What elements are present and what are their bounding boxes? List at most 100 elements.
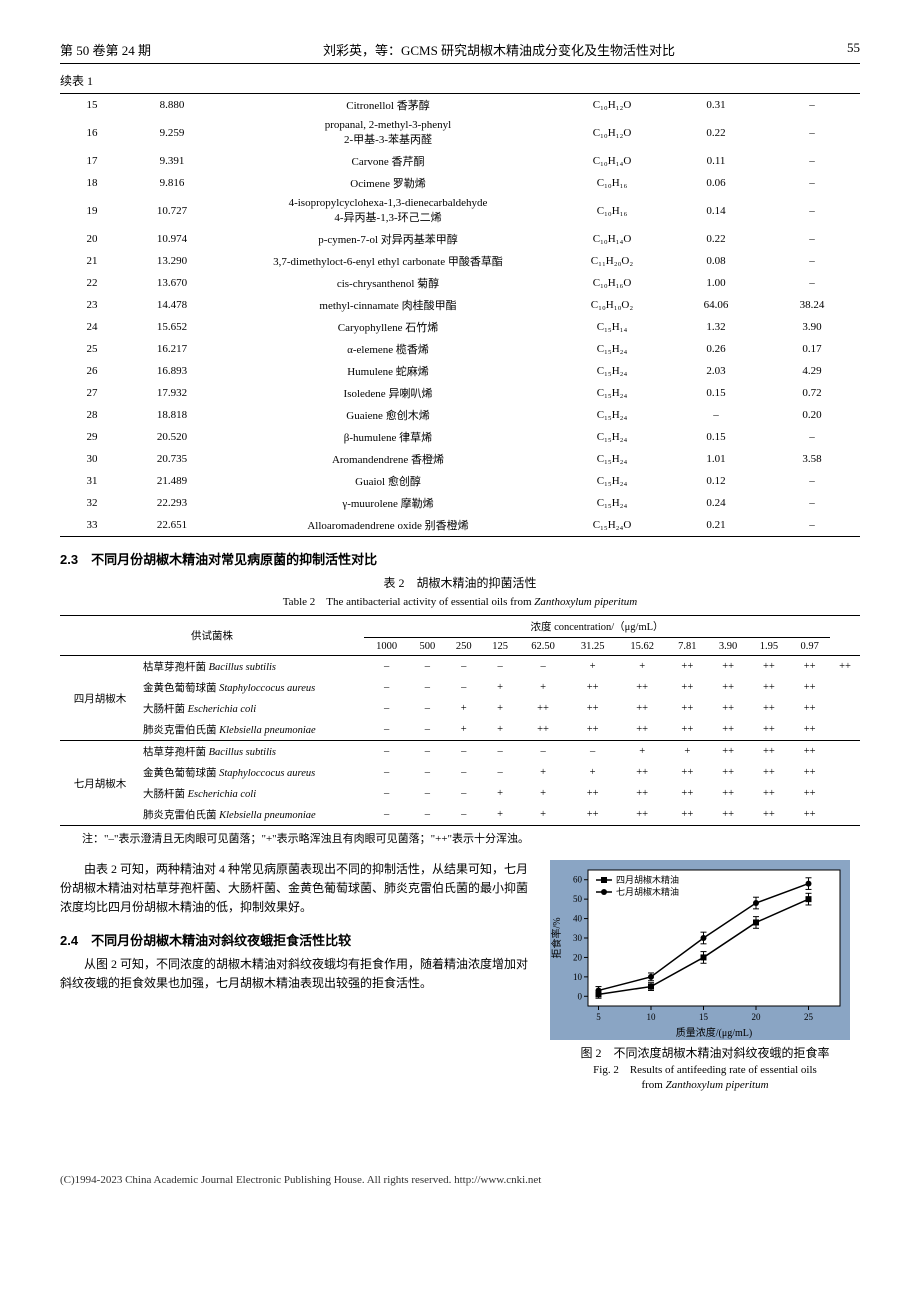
table-cell: 18	[60, 172, 124, 194]
table-cell: ++	[617, 719, 667, 741]
table-cell: 0.22	[668, 228, 764, 250]
table-row: 肺炎克雷伯氏菌 Klebsiella pneumoniae–––++++++++…	[60, 804, 860, 826]
table-cell: ++	[617, 762, 667, 783]
table-strain-cell: 枯草芽孢杆菌 Bacillus subtilis	[140, 741, 364, 763]
table-strain-cell: 枯草芽孢杆菌 Bacillus subtilis	[140, 656, 364, 678]
table-cell: 0.17	[764, 338, 860, 360]
table-cell: 0.26	[668, 338, 764, 360]
table-cell: 9.391	[124, 150, 220, 172]
table-cell: +	[518, 677, 568, 698]
table-cell: ++	[708, 677, 749, 698]
table-cell: –	[446, 741, 482, 763]
para-fig2-discussion: 从图 2 可知，不同浓度的胡椒木精油对斜纹夜蛾均有拒食作用，随着精油浓度增加对斜…	[60, 955, 530, 993]
table-cell: –	[364, 741, 409, 763]
table-cell: –	[764, 492, 860, 514]
table-cell: 3.90	[764, 316, 860, 338]
table-row: 四月胡椒木枯草芽孢杆菌 Bacillus subtilis–––––++++++…	[60, 656, 860, 678]
table-cell: –	[364, 783, 409, 804]
table-cell: 13.670	[124, 272, 220, 294]
table-cell: –	[764, 228, 860, 250]
svg-text:拒食率/%: 拒食率/%	[550, 917, 563, 958]
table-cell: ++	[749, 741, 790, 763]
para-table2-discussion: 由表 2 可知，两种精油对 4 种常见病原菌表现出不同的抑制活性，从结果可知，七…	[60, 860, 530, 918]
svg-text:5: 5	[596, 1012, 601, 1022]
svg-text:15: 15	[699, 1012, 709, 1022]
table-cell: –	[364, 719, 409, 741]
table-cell: 23	[60, 294, 124, 316]
table-row: 2818.818Guaiene 愈创木烯C₁₅H₂₄–0.20	[60, 404, 860, 426]
table-row: 1910.7274-isopropylcyclohexa-1,3-dieneca…	[60, 194, 860, 228]
table-group-cell: 七月胡椒木	[60, 741, 140, 826]
table-cell: –	[364, 762, 409, 783]
t2-head-strain: 供试菌株	[60, 616, 364, 656]
table-cell: –	[409, 741, 445, 763]
section-2-3-title: 2.3 不同月份胡椒木精油对常见病原菌的抑制活性对比	[60, 549, 860, 568]
table-cell: –	[764, 514, 860, 537]
table-cell: 16.217	[124, 338, 220, 360]
fig-2-caption-cn: 图 2 不同浓度胡椒木精油对斜纹夜蛾的拒食率	[550, 1044, 860, 1061]
table-cell: Citronellol 香茅醇	[220, 94, 556, 117]
table-cell: 0.08	[668, 250, 764, 272]
table-cell: 0.24	[668, 492, 764, 514]
table-cell: –	[409, 804, 445, 826]
table-cell: +	[518, 783, 568, 804]
table-cell: +	[568, 656, 618, 678]
table-cell: C₁₅H₂₄	[556, 382, 668, 404]
table-cell: ++	[667, 656, 708, 678]
table-cell: ++	[749, 719, 790, 741]
svg-text:10: 10	[647, 1012, 657, 1022]
svg-text:质量浓度/(μg/mL): 质量浓度/(μg/mL)	[676, 1026, 752, 1039]
table-cell: –	[482, 741, 518, 763]
table-row: 2920.520β-humulene 律草烯C₁₅H₂₄0.15–	[60, 426, 860, 448]
table-header-cell: 3.90	[708, 638, 749, 656]
svg-text:40: 40	[573, 914, 583, 924]
header-page: 55	[847, 40, 860, 59]
table-cell: 8.880	[124, 94, 220, 117]
table-cell: Isoledene 异喇叭烯	[220, 382, 556, 404]
table-cell: –	[446, 677, 482, 698]
table-cell: –	[764, 272, 860, 294]
table-cell: –	[446, 783, 482, 804]
table-cell: ++	[789, 677, 830, 698]
table-cell: C₁₀H₁₄O	[556, 228, 668, 250]
table-cell: C₁₁H₂₀O₂	[556, 250, 668, 272]
fig-2-caption-en: Fig. 2 Results of antifeeding rate of es…	[550, 1063, 860, 1094]
table-cell: ++	[789, 783, 830, 804]
table-cell: C₁₀H₁₂O	[556, 116, 668, 150]
table-cell: 0.14	[668, 194, 764, 228]
table-cell: 17	[60, 150, 124, 172]
table-cell: 64.06	[668, 294, 764, 316]
table-cell: C₁₅H₂₄	[556, 448, 668, 470]
table-cell: ++	[708, 804, 749, 826]
table-cell: ++	[617, 804, 667, 826]
table-row: 3121.489Guaiol 愈创醇C₁₅H₂₄0.12–	[60, 470, 860, 492]
svg-text:10: 10	[573, 972, 583, 982]
table-cell: ++	[568, 783, 618, 804]
table-row: 七月胡椒木枯草芽孢杆菌 Bacillus subtilis––––––+++++…	[60, 741, 860, 763]
table-cell: C₁₀H₁₆	[556, 172, 668, 194]
table-cell: β-humulene 律草烯	[220, 426, 556, 448]
table-cell: –	[446, 804, 482, 826]
table-cell: –	[764, 116, 860, 150]
table-cell: ++	[518, 719, 568, 741]
table-cell: C₁₅H₂₄	[556, 492, 668, 514]
table-cell: C₁₅H₂₄	[556, 470, 668, 492]
table-cell: ++	[749, 783, 790, 804]
table-group-cell: 四月胡椒木	[60, 656, 140, 741]
table-cell: –	[409, 762, 445, 783]
table-cell: ++	[617, 783, 667, 804]
table-cell: C₁₅H₂₄	[556, 426, 668, 448]
table-cell: Humulene 蛇麻烯	[220, 360, 556, 382]
table-cell: 17.932	[124, 382, 220, 404]
table-2-caption-cn: 表 2 胡椒木精油的抑菌活性	[60, 574, 860, 591]
table-cell: –	[409, 783, 445, 804]
table-cell: 31	[60, 470, 124, 492]
table-cell: +	[482, 719, 518, 741]
table-cell: +	[518, 804, 568, 826]
table-header-cell: 125	[482, 638, 518, 656]
table-2-note: 注："–"表示澄清且无肉眼可见菌落；"+"表示略浑浊且有肉眼可见菌落；"++"表…	[60, 830, 860, 846]
table-row: 大肠杆菌 Escherichia coli––++++++++++++++++	[60, 698, 860, 719]
svg-text:30: 30	[573, 933, 583, 943]
svg-text:20: 20	[573, 952, 583, 962]
table-cell: p-cymen-7-ol 对异丙基苯甲醇	[220, 228, 556, 250]
